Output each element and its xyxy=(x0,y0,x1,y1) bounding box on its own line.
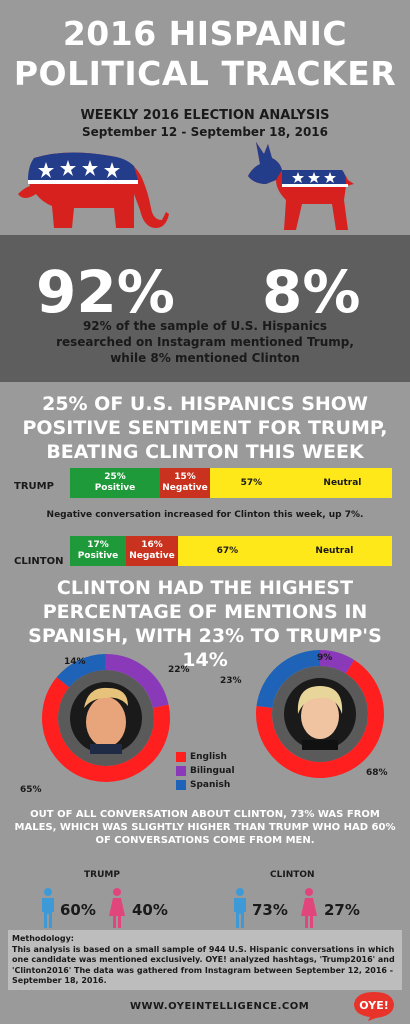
legend-english: English xyxy=(176,752,227,762)
methodology-box: Methodology: This analysis is based on a… xyxy=(8,930,402,990)
trump-english-arc xyxy=(42,677,170,782)
trump-mentions-pct: 92% xyxy=(36,258,175,326)
trump-spanish-arc xyxy=(56,654,106,688)
sentiment-title: 25% OF U.S. HISPANICS SHOW POSITIVE SENT… xyxy=(22,393,388,463)
trump-bar-label: TRUMP xyxy=(14,481,54,492)
trump-spanish-pct: 14% xyxy=(64,657,86,667)
clinton-female-pct: 27% xyxy=(324,901,360,919)
trump-neutral-label: Neutral xyxy=(323,478,362,488)
trump-negative-value: 15% xyxy=(174,472,196,482)
clinton-english-arc xyxy=(256,659,384,778)
methodology-heading: Methodology: xyxy=(12,934,75,943)
clinton-male-pct: 73% xyxy=(252,901,288,919)
clinton-positive-segment: 17% Positive xyxy=(70,536,126,566)
legend-bilingual: Bilingual xyxy=(176,766,235,776)
oye-logo-icon: OYE! xyxy=(354,992,394,1021)
trump-neutral-segment: 57% Neutral xyxy=(210,468,392,498)
trump-portrait-icon xyxy=(70,682,142,754)
legend-bilingual-swatch xyxy=(176,766,186,776)
trump-gender-label: TRUMP xyxy=(84,870,120,880)
clinton-spanish-pct: 23% xyxy=(220,676,242,686)
democrat-donkey-icon xyxy=(248,142,354,230)
mentions-band xyxy=(0,235,410,382)
title-line-2: POLITICAL TRACKER xyxy=(13,54,397,93)
sentiment-note: Negative conversation increased for Clin… xyxy=(46,510,364,520)
clinton-language-donut xyxy=(256,650,384,778)
clinton-mentions-pct: 8% xyxy=(262,258,361,326)
methodology-body: This analysis is based on a small sample… xyxy=(12,944,395,986)
trump-language-donut xyxy=(42,654,170,782)
trump-bilingual-pct: 22% xyxy=(168,665,190,675)
legend-spanish-label: Spanish xyxy=(190,780,231,790)
language-title: CLINTON HAD THE HIGHEST PERCENTAGE OF ME… xyxy=(28,577,382,671)
trump-negative-label: Negative xyxy=(162,483,208,493)
clinton-neutral-segment: 67% Neutral xyxy=(178,536,392,566)
clinton-negative-value: 16% xyxy=(141,540,163,550)
legend-english-label: English xyxy=(190,752,227,762)
trump-sentiment-bar: 25% Positive 15% Negative 57% Neutral xyxy=(70,468,392,498)
clinton-english-pct: 68% xyxy=(366,768,388,778)
clinton-positive-value: 17% xyxy=(87,540,109,550)
date-range: September 12 - September 18, 2016 xyxy=(81,125,329,139)
legend-bilingual-label: Bilingual xyxy=(190,766,235,776)
trump-female-pct: 40% xyxy=(132,901,168,919)
clinton-sentiment-bar: 17% Positive 16% Negative 67% Neutral xyxy=(70,536,392,566)
trump-negative-segment: 15% Negative xyxy=(160,468,210,498)
page-title: 2016 HISPANIC POLITICAL TRACKER xyxy=(0,14,410,94)
gender-text: OUT OF ALL CONVERSATION ABOUT CLINTON, 7… xyxy=(14,809,396,846)
footer-url[interactable]: WWW.OYEINTELLIGENCE.COM xyxy=(130,1001,310,1012)
trump-english-pct: 65% xyxy=(20,785,42,795)
title-line-1: 2016 HISPANIC xyxy=(62,14,348,53)
clinton-gender-label: CLINTON xyxy=(270,870,315,880)
clinton-negative-label: Negative xyxy=(129,551,175,561)
subtitle: WEEKLY 2016 ELECTION ANALYSIS xyxy=(80,108,330,123)
female-icon xyxy=(109,888,125,928)
clinton-bilingual-arc xyxy=(319,650,355,674)
clinton-neutral-value: 67% xyxy=(216,546,239,556)
trump-male-pct: 60% xyxy=(60,901,96,919)
clinton-neutral-label: Neutral xyxy=(315,546,354,556)
clinton-bar-label: CLINTON xyxy=(14,556,64,567)
clinton-spanish-arc xyxy=(256,650,321,709)
clinton-negative-segment: 16% Negative xyxy=(126,536,178,566)
legend-spanish-swatch xyxy=(176,780,186,790)
trump-bilingual-arc xyxy=(105,654,169,709)
oye-logo-text: OYE! xyxy=(359,999,388,1012)
clinton-positive-label: Positive xyxy=(77,551,119,561)
trump-neutral-value: 57% xyxy=(240,478,263,488)
trump-positive-value: 25% xyxy=(104,472,126,482)
republican-elephant-icon xyxy=(18,152,169,228)
male-icon xyxy=(234,888,246,928)
legend-english-swatch xyxy=(176,752,186,762)
clinton-bilingual-pct: 9% xyxy=(317,653,333,663)
mentions-description: 92% of the sample of U.S. Hispanics rese… xyxy=(56,319,354,365)
female-icon xyxy=(301,888,317,928)
trump-positive-label: Positive xyxy=(94,483,136,493)
legend-spanish: Spanish xyxy=(176,780,230,790)
trump-positive-segment: 25% Positive xyxy=(70,468,160,498)
clinton-portrait-icon xyxy=(284,678,356,750)
male-icon xyxy=(42,888,54,928)
